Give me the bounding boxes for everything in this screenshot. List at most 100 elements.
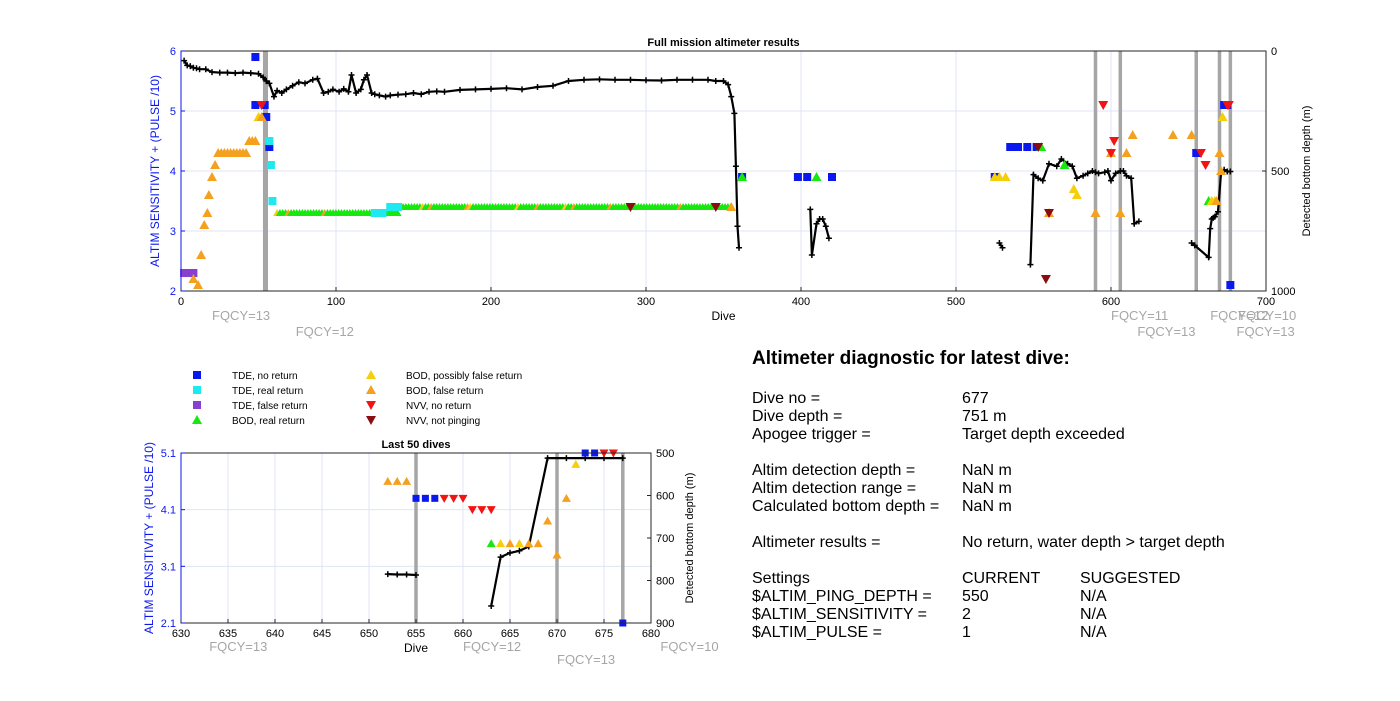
legend-label: NVV, no return (406, 401, 471, 412)
bod_false-marker (543, 516, 553, 525)
diagnostic-row: Dive depth = 751 m (752, 408, 1372, 426)
depth-point (371, 91, 378, 98)
tde_no-marker (803, 173, 812, 181)
diagnostic-title: Altimeter diagnostic for latest dive: (752, 348, 1070, 369)
y-axis-label: ALTIM SENSITIVITY + (PULSE /10) (142, 442, 156, 634)
nvv_not-marker (1033, 143, 1044, 152)
depth-point (274, 87, 281, 94)
bod_real-legend-marker (192, 415, 202, 424)
bod_false-marker (188, 274, 199, 283)
depth-point (255, 70, 262, 77)
diagnostic-gap (752, 552, 1372, 570)
x-tick-label: 0 (178, 296, 184, 308)
tde_no-marker (421, 494, 429, 502)
tde_no-marker (1006, 143, 1015, 151)
depth-point (376, 92, 383, 99)
depth-point (999, 244, 1006, 251)
y-axis-label: ALTIM SENSITIVITY + (PULSE /10) (148, 75, 162, 267)
tde_false-marker (180, 269, 189, 277)
diagnostic-value: NaN m (962, 480, 1012, 497)
depth-point (325, 88, 332, 95)
depth-point (1108, 177, 1114, 184)
depth-point (612, 76, 618, 83)
bod_possibly_false-marker (571, 459, 581, 468)
depth-point (674, 76, 680, 83)
nvv_not-marker (1044, 209, 1054, 218)
full-mission-chart: 0 100 200 300 400 500 600 700 2 3 4 5 6 0 500 1000 Full … (148, 37, 1313, 339)
diagnostic-value: Target depth exceeded (962, 426, 1125, 443)
tde_real-marker (386, 203, 395, 211)
bod_false-marker (1168, 130, 1178, 139)
nvv_no-marker (477, 506, 487, 515)
bod_false-marker (561, 493, 571, 502)
x-tick-label: 635 (219, 628, 237, 640)
diagnostic-value: 2 (962, 606, 971, 623)
bod_false-legend-marker (366, 385, 376, 394)
nvv_not-marker (1040, 275, 1051, 284)
fqcy-label: FQCY=13 (212, 308, 270, 323)
depth-point (402, 91, 409, 98)
diagnostic-panel: Altimeter diagnostic for latest dive: Di… (752, 348, 1372, 642)
depth-point (266, 80, 273, 87)
nvv_no-marker (449, 494, 459, 503)
depth-point (1188, 240, 1195, 246)
tde_no-marker (262, 113, 271, 121)
diagnostic-row: Dive no = 677 (752, 390, 1372, 408)
diagnostic-value: No return, water depth > target depth (962, 534, 1225, 551)
depth-point (364, 72, 370, 78)
legend-label: NVV, not pinging (406, 416, 480, 427)
depth-point (1227, 168, 1234, 175)
bod_possibly_false-legend-marker (366, 370, 376, 379)
y2-axis-label: Detected bottom depth (m) (684, 473, 696, 604)
depth-point (320, 90, 327, 96)
depth-point (441, 88, 448, 95)
tde_no-marker (793, 173, 802, 181)
bod_real-marker (486, 539, 496, 548)
depth-point (295, 79, 302, 86)
tde_no-marker (260, 101, 269, 109)
depth-point (1104, 168, 1111, 174)
x-tick-label: 640 (266, 628, 284, 640)
tde_real-marker (378, 209, 387, 217)
legend-label: TDE, real return (232, 386, 303, 397)
x-tick-label: 655 (407, 628, 425, 640)
fqcy-label: FQCY=13 (1137, 324, 1195, 339)
depth-point (808, 252, 815, 258)
bod_false-marker (1211, 196, 1222, 205)
y-tick-label: 4 (170, 166, 176, 178)
depth-point (247, 70, 254, 77)
nvv_no-marker (1098, 101, 1109, 110)
depth-point (825, 235, 832, 242)
diagnostic-key: Calculated bottom depth = (752, 498, 940, 515)
bod_false-marker (250, 136, 261, 145)
last-50-dives-chart: 630 635 640 645 650 655 660 665 670 675 680 2.1 3.1 4… (142, 439, 719, 667)
depth-point (413, 571, 419, 578)
depth-point (309, 76, 316, 83)
depth-point (457, 86, 463, 93)
bod_false-marker (210, 160, 221, 169)
legend-item: TDE, real return (193, 386, 303, 397)
legend-item: NVV, no return (366, 401, 471, 412)
depth-point (329, 86, 336, 93)
depth-point (384, 571, 391, 578)
legend-item: BOD, real return (192, 415, 305, 427)
depth-point (302, 80, 308, 87)
diagnostic-key: $ALTIM_PULSE = (752, 624, 882, 641)
diagnostic-row: Apogee trigger = Target depth exceeded (752, 426, 1372, 444)
bod_false-marker (256, 112, 267, 121)
diagnostic-key: Dive no = (752, 390, 821, 407)
diagnostic-row: $ALTIM_SENSITIVITY = 2 N/A (752, 606, 1372, 624)
tde_false-legend-marker (193, 401, 201, 409)
depth-point (1039, 177, 1046, 184)
tde_no-marker (1226, 281, 1235, 289)
diagnostic-rows: Dive no = 677 Dive depth = 751 m Apogee trig… (752, 390, 1372, 642)
bod_possibly_false-marker (1068, 184, 1079, 193)
diagnostic-row: Calculated bottom depth = NaN m (752, 498, 1372, 516)
diagnostic-key: Apogee trigger = (752, 426, 871, 443)
y2-tick-label: 800 (656, 576, 674, 588)
depth-point (193, 65, 200, 72)
depth-point (289, 82, 296, 89)
diagnostic-value: CURRENT (962, 570, 1041, 587)
depth-point (534, 84, 541, 90)
